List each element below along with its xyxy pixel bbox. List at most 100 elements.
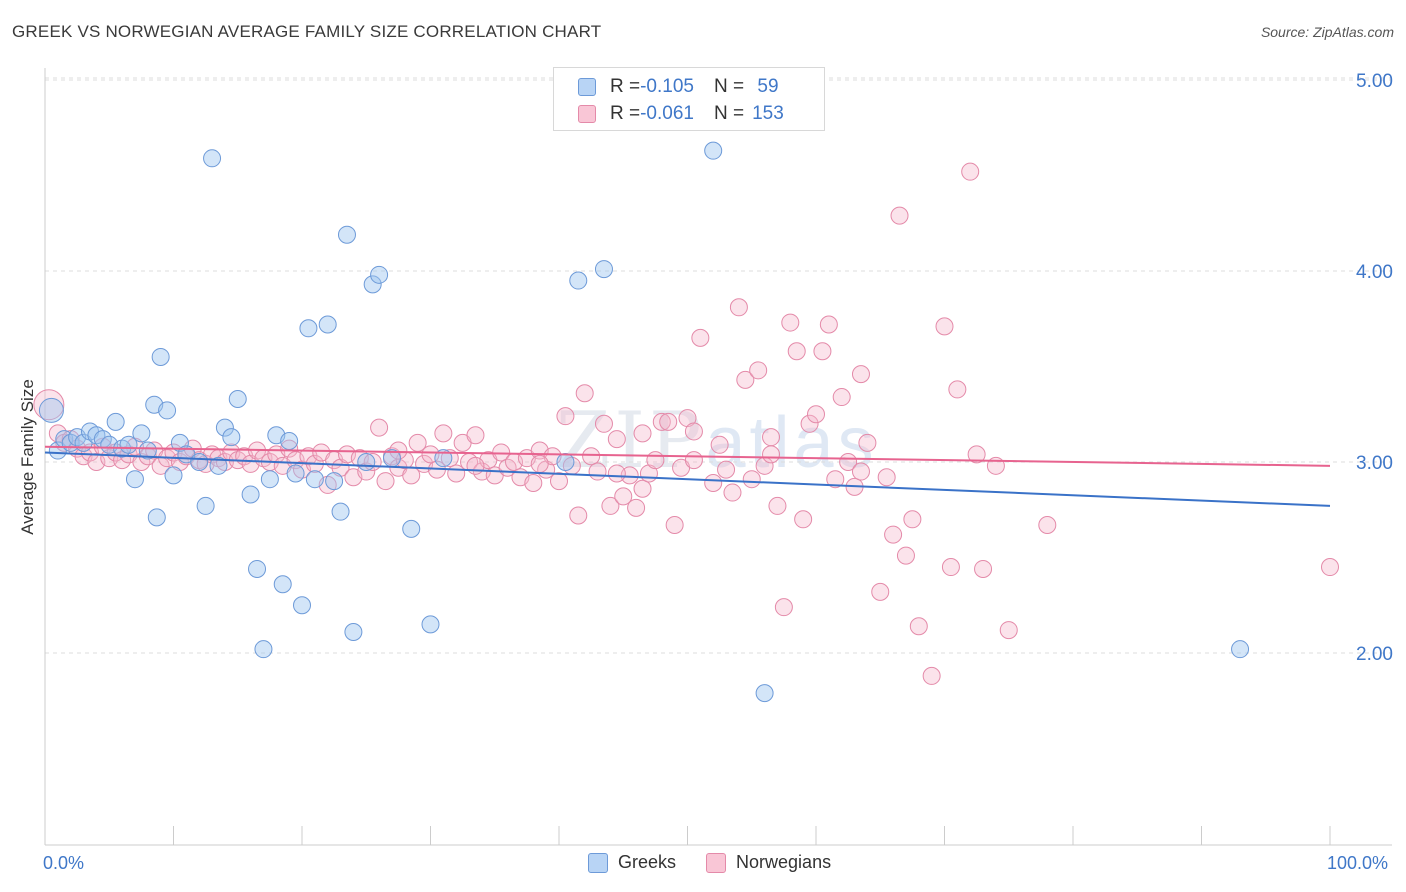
norwegians-point <box>710 435 729 454</box>
x-tick-min: 0.0% <box>43 853 85 873</box>
norwegians-point <box>614 487 633 506</box>
norwegians-point <box>466 456 485 475</box>
y-tick-label: 4.00 <box>1356 262 1393 283</box>
greeks-point <box>286 464 305 483</box>
norwegians-point <box>871 582 890 601</box>
greeks-point <box>357 453 376 471</box>
greeks-point <box>228 389 247 408</box>
greeks-n-label: N = <box>713 76 745 97</box>
norwegians-point <box>607 464 626 483</box>
x-tick-max: 100.0% <box>1327 853 1389 873</box>
greeks-point <box>125 470 144 489</box>
greeks-point <box>755 684 774 703</box>
norwegians-point <box>941 558 960 577</box>
norwegians-point <box>819 315 838 334</box>
norwegians-point <box>762 445 781 464</box>
watermark-zip: ZIP <box>556 396 706 486</box>
norwegians-point <box>903 510 922 529</box>
norwegians-point <box>659 412 678 431</box>
greeks-point <box>203 149 222 168</box>
norwegians-point <box>684 451 703 470</box>
norwegians-n-label: N = <box>713 103 745 124</box>
greeks-point <box>331 502 350 521</box>
greeks-point <box>305 470 324 489</box>
y-tick-label: 2.00 <box>1356 644 1393 665</box>
norwegians-point <box>896 546 915 565</box>
greeks-point <box>299 319 318 338</box>
greeks-point <box>170 433 189 452</box>
greeks-point <box>1231 640 1250 659</box>
norwegians-point <box>807 405 825 424</box>
norwegians-point <box>768 496 787 515</box>
greeks-point <box>363 275 382 294</box>
norwegians-point <box>974 559 993 578</box>
norwegians-point <box>922 666 941 685</box>
norwegians-point <box>800 414 819 433</box>
greeks-point <box>556 453 575 471</box>
y-axis-label: Average Family Size <box>18 379 37 535</box>
norwegians-r-value: -0.061 <box>640 103 694 124</box>
norwegians-point <box>633 424 652 443</box>
norwegians-point <box>466 426 485 445</box>
norwegians-point <box>665 516 684 535</box>
norwegians-point <box>826 470 845 489</box>
norwegians-trend-line <box>44 445 1331 467</box>
greeks-point <box>704 141 723 160</box>
legend-row-greeks: R = -0.105 N = 59 <box>578 74 779 100</box>
greeks-r-label: R = <box>610 76 641 97</box>
norwegians-point <box>717 460 736 479</box>
series-legend: Greeks Norwegians <box>588 852 861 873</box>
greeks-point <box>318 315 337 334</box>
watermark: ZIPatlas <box>556 396 878 486</box>
greeks-point <box>215 418 234 437</box>
greeks-point <box>421 615 440 634</box>
greeks-point <box>434 449 453 468</box>
norwegians-point <box>999 621 1018 640</box>
norwegians-point <box>851 365 870 384</box>
greeks-point <box>196 496 215 515</box>
norwegians-point <box>723 483 742 502</box>
greeks-point <box>254 640 273 659</box>
chart-title: GREEK VS NORWEGIAN AVERAGE FAMILY SIZE C… <box>12 22 602 41</box>
norwegians-point <box>627 498 646 517</box>
norwegians-swatch <box>578 105 596 123</box>
norwegians-point <box>877 468 896 487</box>
greeks-point <box>402 519 421 538</box>
greeks-legend-swatch <box>588 852 608 873</box>
norwegians-point <box>909 617 928 636</box>
greeks-point <box>222 428 241 447</box>
norwegians-point <box>633 479 652 498</box>
greeks-point <box>594 260 613 279</box>
norwegians-point <box>376 472 395 491</box>
norwegians-point <box>729 298 748 317</box>
norwegians-point <box>550 472 568 491</box>
norwegians-legend-label: Norwegians <box>736 852 832 872</box>
greeks-point <box>106 412 125 431</box>
correlation-legend: R = -0.105 N = 59 R = -0.061 N = 153 <box>553 67 825 131</box>
norwegians-point <box>582 447 601 466</box>
norwegians-point <box>961 162 980 181</box>
greeks-point <box>190 453 209 471</box>
norwegians-point <box>646 451 665 470</box>
greeks-point <box>344 622 363 641</box>
norwegians-point <box>704 474 723 493</box>
norwegians-point <box>1321 558 1339 577</box>
norwegians-point <box>787 342 806 361</box>
norwegians-point <box>588 462 607 481</box>
y-tick-label: 3.00 <box>1356 453 1393 474</box>
norwegians-point <box>749 361 768 380</box>
norwegians-point <box>434 424 453 443</box>
greeks-point <box>370 265 389 284</box>
norwegians-point <box>652 412 671 431</box>
norwegians-point <box>594 414 613 433</box>
greeks-point <box>164 466 183 485</box>
greeks-point <box>119 435 138 454</box>
norwegians-point <box>935 317 954 336</box>
norwegians-point <box>575 384 594 403</box>
norwegians-point <box>967 445 986 464</box>
norwegians-point <box>280 439 299 458</box>
legend-row-norwegians: R = -0.061 N = 153 <box>578 101 784 127</box>
greeks-point <box>280 431 299 450</box>
norwegians-point <box>851 462 870 481</box>
